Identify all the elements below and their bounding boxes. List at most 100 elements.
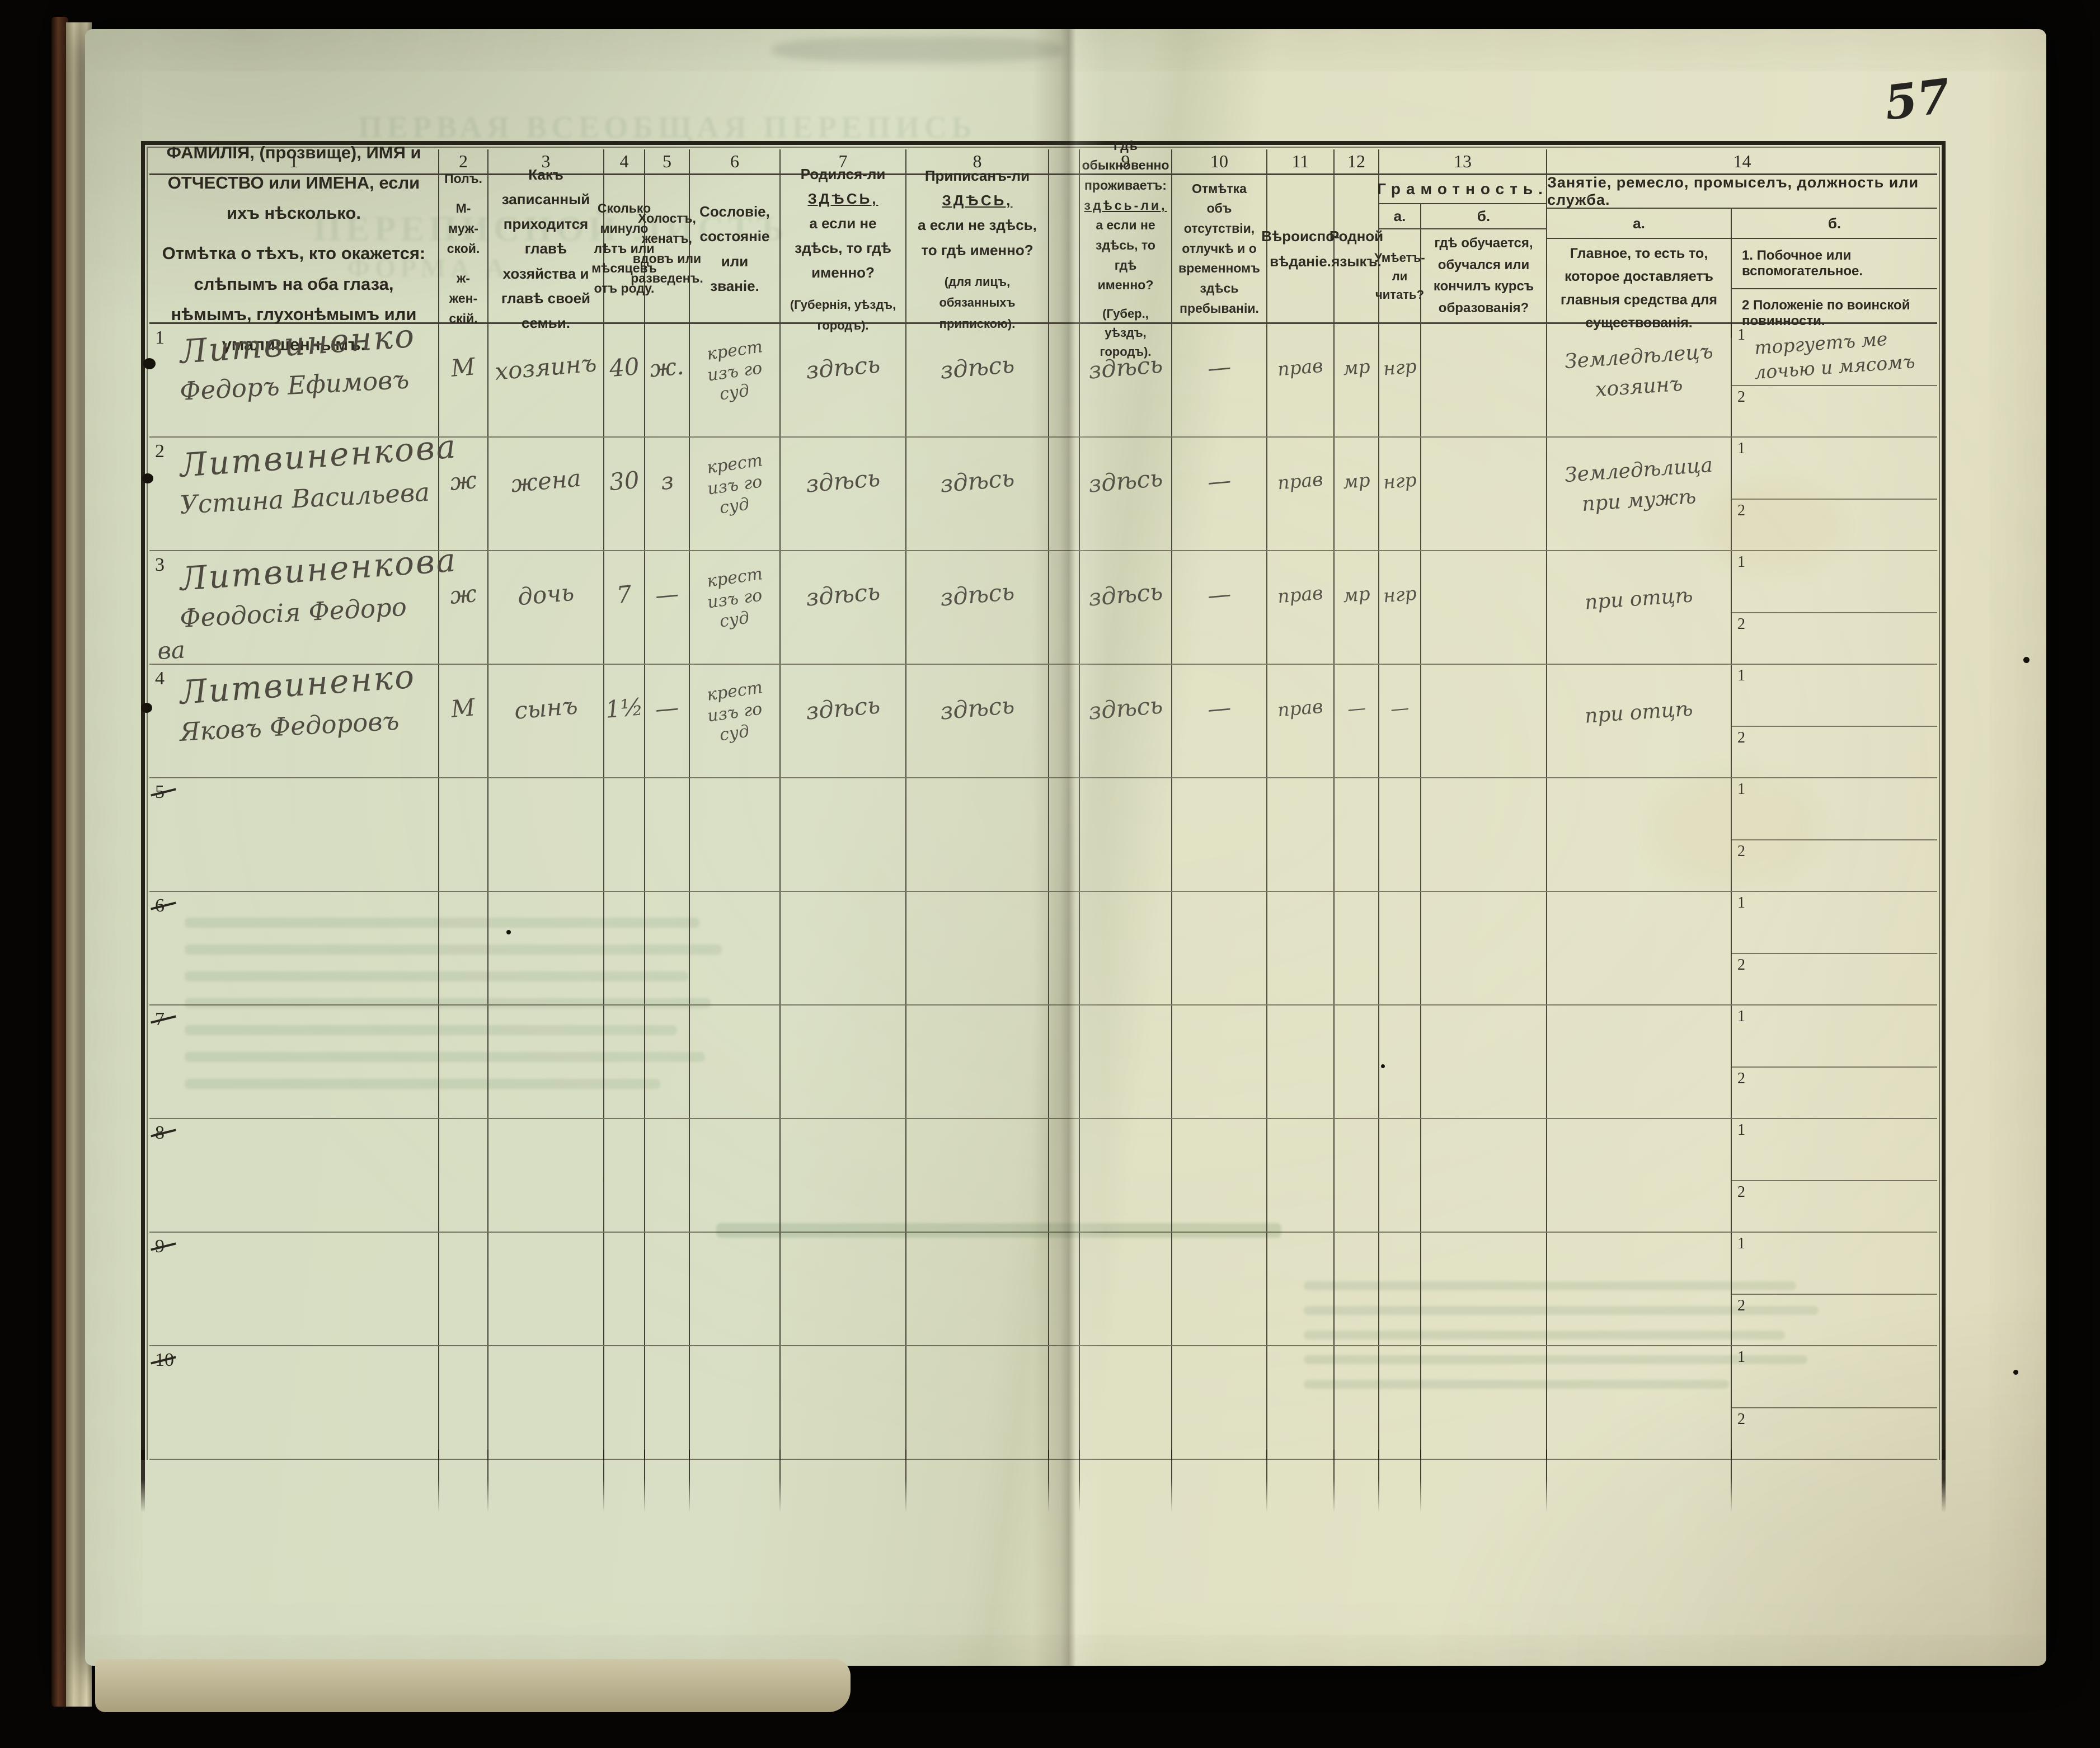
- cell-language: мр: [1335, 324, 1379, 436]
- cell-education: [1421, 438, 1547, 550]
- cell-education: [1421, 1119, 1547, 1232]
- fold-gap: [1049, 665, 1080, 777]
- census-table: 1 2 3 4 5 6 7 8 9 10 11 12 13 14 ФАМИЛІЯ…: [141, 138, 1946, 1460]
- col-number-13: 13: [1379, 149, 1547, 175]
- cell-resides: [1080, 892, 1172, 1004]
- cell-estate: крест изъ го суд: [690, 551, 781, 664]
- cell-occupation-side: 1 2: [1732, 1346, 1937, 1459]
- cell-relation: [488, 892, 604, 1004]
- table-rows: 1 Литвиненко Федоръ Ефимовъ М хозяинъ 40…: [149, 317, 1937, 1460]
- cell-occupation-side: 1 2: [1732, 1233, 1937, 1345]
- bleedthrough-text-bar: [1304, 1281, 1796, 1290]
- cell-registered-here: [906, 1005, 1049, 1118]
- cell-can-read: [1379, 778, 1421, 891]
- military-status-subcell: 2: [1732, 1408, 1937, 1459]
- fold-gap: [1049, 1119, 1080, 1232]
- cell-age: 7: [604, 551, 645, 664]
- cell-age: 30: [604, 438, 645, 550]
- paper-speck: [2023, 657, 2029, 663]
- table-row: 10 1 2: [149, 1346, 1937, 1460]
- military-status-subcell: 2: [1732, 840, 1937, 891]
- fold-gap: [1049, 1233, 1080, 1345]
- cell-marital: [645, 1346, 690, 1459]
- subrow-label-2: 2: [1737, 956, 1745, 974]
- header-col-marital: Холостъ, женатъ, вдовъ или разведенъ.: [631, 175, 703, 324]
- book-spine-edge: [51, 17, 68, 1707]
- bleedthrough-title-mid: ПЕРЕПИСНОЙ ЛИСТЪ: [313, 209, 788, 248]
- fold-gap: [1049, 149, 1080, 175]
- literacy-title: Грамотность.: [1377, 175, 1546, 204]
- fold-gap: [1049, 551, 1080, 664]
- cell-resides: [1080, 1346, 1172, 1459]
- name-continuation-handwriting: [157, 1006, 435, 1021]
- col-number-9: 9: [1080, 149, 1172, 175]
- military-status-subcell: 2: [1732, 613, 1937, 664]
- cell-sex: [439, 892, 488, 1004]
- cell-religion: прав: [1267, 665, 1335, 777]
- cell-occupation-side: 1 2: [1732, 665, 1937, 777]
- name-continuation-handwriting: [157, 892, 435, 907]
- cell-registered-here: [906, 892, 1049, 1004]
- cell-registered-here: [906, 1346, 1049, 1459]
- cell-religion: прав: [1267, 551, 1335, 664]
- row-number: 6: [155, 895, 165, 916]
- side-occupation-subcell: 1: [1732, 778, 1937, 840]
- cell-registered-here: здѣсь: [906, 438, 1049, 550]
- fold-gap: [1049, 324, 1080, 436]
- row-number: 9: [155, 1236, 165, 1257]
- surname-handwriting: Литвиненкова: [178, 427, 459, 485]
- side-occupation-subcell: 1: [1732, 438, 1937, 500]
- military-status-subcell: 2: [1732, 727, 1937, 777]
- bleedthrough-text-bar: [1304, 1355, 1807, 1364]
- cell-language: [1335, 1233, 1379, 1345]
- cell-resides: здѣсь: [1080, 551, 1172, 664]
- cell-estate: [690, 1119, 781, 1232]
- cell-occupation-main: [1547, 892, 1732, 1004]
- subrow-label-2: 2: [1737, 388, 1745, 406]
- cell-resides: здѣсь: [1080, 324, 1172, 436]
- given-name-handwriting: Федоръ Ефимовъ: [178, 364, 410, 406]
- name-continuation-handwriting: [157, 1347, 435, 1361]
- bleedthrough-text-bar: [185, 1079, 660, 1089]
- cell-resides: здѣсь: [1080, 665, 1172, 777]
- fold-gap: [1049, 1346, 1080, 1459]
- cell-occupation-main: Земледѣлецъ хозяинъ: [1547, 324, 1732, 436]
- subrow-label-1: 1: [1737, 1235, 1745, 1252]
- header-col-religion: Вѣроиспо-вѣданіе.: [1261, 175, 1340, 324]
- cell-age: [604, 1119, 645, 1232]
- cell-occupation-side: 1 2: [1732, 1005, 1937, 1118]
- col-number-12: 12: [1335, 149, 1379, 175]
- surname-handwriting: Литвиненко: [178, 657, 417, 712]
- side-occupation-subcell: 1 торгуетъ ме лочью и мясомъ: [1732, 324, 1937, 386]
- cell-language: —: [1335, 665, 1379, 777]
- header-col-resides: Гдѣ обыкновенно проживаетъ: здѣсь-ли, а …: [1080, 138, 1172, 359]
- cell-age: [604, 1233, 645, 1345]
- col-number-6: 6: [690, 149, 781, 175]
- row-number: 7: [155, 1009, 165, 1030]
- table-row: 6 1 2: [149, 892, 1937, 1005]
- cell-born-here: здѣсь: [781, 438, 906, 550]
- military-status-subcell: 2: [1732, 386, 1937, 436]
- cell-born-here: здѣсь: [781, 324, 906, 436]
- cell-age: [604, 892, 645, 1004]
- cell-occupation-main: [1547, 1005, 1732, 1118]
- name-continuation-handwriting: [157, 779, 435, 793]
- cell-born-here: [781, 892, 906, 1004]
- col-number-2: 2: [439, 149, 488, 175]
- cell-can-read: нгр: [1379, 324, 1421, 436]
- handwritten-page-number: 57: [1881, 68, 1953, 131]
- literacy-b-desc: гдѣ обучается, обучался или кончилъ курс…: [1433, 236, 1534, 316]
- cell-name: 9: [149, 1233, 439, 1345]
- cell-absence: —: [1172, 665, 1267, 777]
- cell-occupation-main: [1547, 1346, 1732, 1459]
- cell-estate: [690, 1233, 781, 1345]
- col-number-7: 7: [781, 149, 906, 175]
- cell-religion: [1267, 1346, 1335, 1459]
- subrow-label-1: 1: [1737, 894, 1745, 911]
- cell-language: [1335, 1005, 1379, 1118]
- cell-can-read: нгр: [1379, 438, 1421, 550]
- surname-handwriting: Литвиненкова: [178, 541, 459, 598]
- cell-religion: прав: [1267, 438, 1335, 550]
- cell-registered-here: здѣсь: [906, 665, 1049, 777]
- literacy-b-label: б.: [1477, 208, 1491, 225]
